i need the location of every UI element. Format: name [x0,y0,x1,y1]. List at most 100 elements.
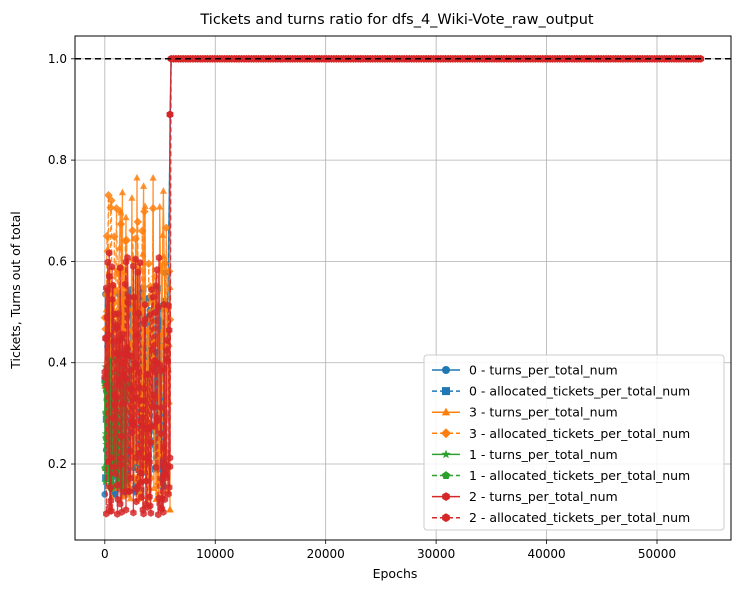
series-point [130,421,138,430]
legend-label: 0 - allocated_tickets_per_total_num [469,384,690,399]
series-point [166,110,174,119]
legend-entry: 3 - allocated_tickets_per_total_num [432,426,690,441]
series-point [114,510,121,518]
series-point [130,293,138,301]
series-point [137,226,147,236]
series-point [155,254,163,262]
series-point [165,301,172,310]
ticks: 0 10000 20000 30000 40000 50000 0.2 0.4 0.6 0.8 1.… [48,52,676,561]
series-point [104,286,111,294]
legend-entry: 0 - allocated_tickets_per_total_num [432,384,690,399]
series-point [107,483,114,491]
series-point [138,413,146,422]
series-point [135,449,143,457]
legend-label: 2 - allocated_tickets_per_total_num [469,510,690,525]
x-tick-label: 10000 [196,547,234,561]
legend-marker [442,492,450,501]
series-point [124,345,131,353]
series-point [111,310,119,318]
series-point [146,493,153,501]
legend-box [423,354,725,531]
series-point [108,507,115,515]
series-point [101,478,109,486]
series-point [162,223,171,233]
series-point [149,293,157,301]
legend-label: 2 - turns_per_total_num [469,489,618,504]
x-tick-label: 0 [101,547,109,561]
series-point [166,505,174,513]
y-tick-label: 0.6 [48,254,67,268]
series-point [126,487,133,496]
series-point [149,345,156,354]
series-point [159,231,167,238]
series-point [159,187,167,194]
series-point [107,196,116,205]
series-point [116,500,124,508]
y-axis-title: Tickets, Turns out of total [8,211,23,369]
legend-marker [442,513,450,523]
series-point [133,217,143,227]
series-point [148,285,155,294]
series-point [138,493,145,501]
series-point [123,491,131,498]
legend-marker [442,387,450,396]
series-point [153,358,161,367]
x-tick-label: 30000 [417,547,455,561]
legend-label: 3 - allocated_tickets_per_total_num [469,426,690,441]
series-point [134,482,142,491]
series-point [109,479,118,487]
series-point [153,266,161,274]
series-point [119,330,126,339]
series-point [155,303,162,311]
series-point [162,470,169,478]
series-point [166,463,174,471]
series-point [144,503,151,511]
series-point [109,414,117,422]
series-point [133,497,140,506]
series-point [141,315,149,324]
legend-marker [441,449,451,459]
plateau-markers [167,54,705,63]
legend-label: 1 - allocated_tickets_per_total_num [469,468,690,483]
series-point [157,504,164,513]
series-point [101,490,109,498]
y-tick-label: 0.4 [48,356,67,370]
series-point [122,213,130,221]
series-point [165,483,173,492]
series-point [113,324,120,332]
series-point [148,204,158,213]
series-point [141,202,149,210]
series-point [131,394,139,402]
series-point [130,509,137,517]
series-point [123,375,131,383]
series-point [147,509,155,517]
series-7 [101,58,702,519]
series-point [122,258,130,266]
x-axis-title: Epochs [373,566,418,581]
series-point [160,259,170,268]
series-point [128,226,137,235]
legend-label: 0 - turns_per_total_num [469,363,618,378]
series-point [165,490,172,498]
series-point [127,447,134,456]
x-tick-label: 40000 [527,547,565,561]
series-point [110,232,119,242]
series-point [141,300,149,309]
series-point [117,208,125,216]
series-point [149,173,157,181]
x-tick-label: 20000 [307,547,345,561]
legend-entry: 1 - turns_per_total_num [432,447,618,462]
series-point [146,311,154,319]
series-point [119,358,127,367]
series-point [116,336,123,345]
series-point [163,336,171,345]
series-point [111,287,121,296]
series-point [139,405,147,414]
legend-label: 1 - turns_per_total_num [469,447,618,462]
series-point [135,309,142,318]
legend-label: 3 - turns_per_total_num [469,405,618,420]
chart-title: Tickets and turns ratio for dfs_4_Wiki-V… [199,12,594,28]
data-layer [100,54,705,519]
series-point [156,202,164,210]
